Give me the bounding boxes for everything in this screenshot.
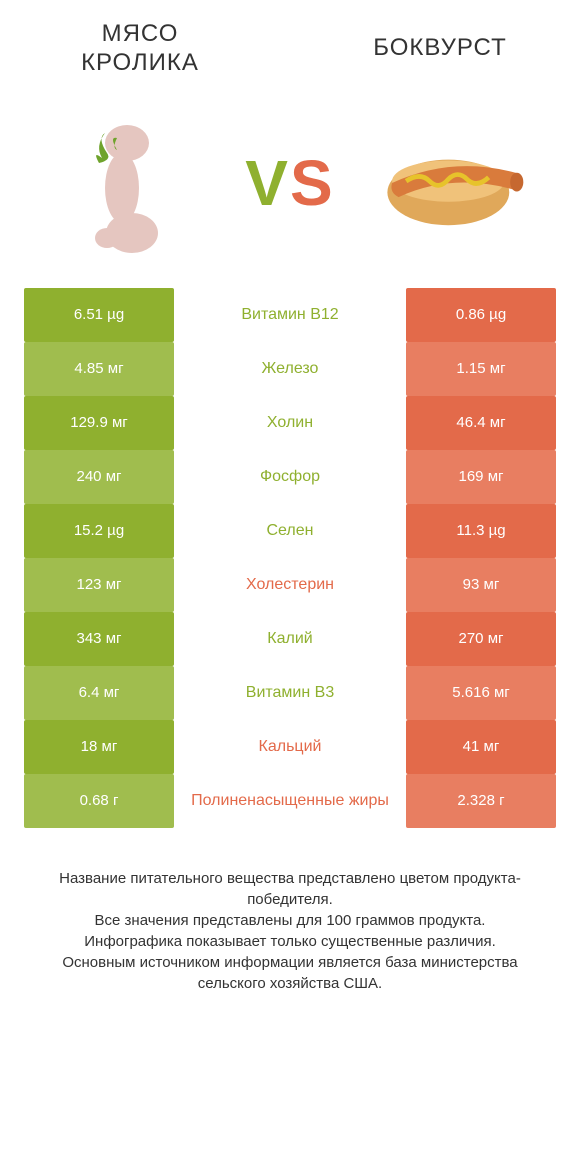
left-value-cell: 240 мг <box>24 450 174 504</box>
table-row: 4.85 мгЖелезо1.15 мг <box>24 342 556 396</box>
left-value-cell: 343 мг <box>24 612 174 666</box>
table-row: 129.9 мгХолин46.4 мг <box>24 396 556 450</box>
vs-label: VS <box>245 146 334 220</box>
table-row: 240 мгФосфор169 мг <box>24 450 556 504</box>
nutrient-table: 6.51 µgВитамин B120.86 µg4.85 мгЖелезо1.… <box>0 288 580 828</box>
table-row: 6.51 µgВитамин B120.86 µg <box>24 288 556 342</box>
nutrient-name-cell: Железо <box>180 342 400 396</box>
nutrient-name-cell: Витамин B3 <box>180 666 400 720</box>
right-value-cell: 41 мг <box>406 720 556 774</box>
table-row: 15.2 µgСелен11.3 µg <box>24 504 556 558</box>
nutrient-name-cell: Холин <box>180 396 400 450</box>
right-value-cell: 1.15 мг <box>406 342 556 396</box>
left-value-cell: 18 мг <box>24 720 174 774</box>
left-product-title-wrap: МЯСО КРОЛИКА <box>40 20 240 78</box>
table-row: 343 мгКалий270 мг <box>24 612 556 666</box>
bockwurst-icon <box>378 123 528 243</box>
rabbit-meat-icon <box>67 108 187 258</box>
left-value-cell: 6.51 µg <box>24 288 174 342</box>
right-value-cell: 93 мг <box>406 558 556 612</box>
images-row: VS <box>0 88 580 288</box>
right-product-title-wrap: БОКВУРСТ <box>340 20 540 78</box>
table-row: 0.68 гПолиненасыщенные жиры2.328 г <box>24 774 556 828</box>
vs-s: S <box>290 147 335 219</box>
nutrient-name-cell: Калий <box>180 612 400 666</box>
left-value-cell: 4.85 мг <box>24 342 174 396</box>
nutrient-name-cell: Фосфор <box>180 450 400 504</box>
left-product-image <box>52 108 202 258</box>
left-product-title: МЯСО КРОЛИКА <box>40 20 240 78</box>
right-value-cell: 46.4 мг <box>406 396 556 450</box>
right-value-cell: 270 мг <box>406 612 556 666</box>
table-row: 123 мгХолестерин93 мг <box>24 558 556 612</box>
nutrient-name-cell: Холестерин <box>180 558 400 612</box>
footer-line-4: Основным источником информации является … <box>30 952 550 994</box>
right-product-image <box>378 108 528 258</box>
left-value-cell: 129.9 мг <box>24 396 174 450</box>
nutrient-name-cell: Полиненасыщенные жиры <box>180 774 400 828</box>
header: МЯСО КРОЛИКА БОКВУРСТ <box>0 0 580 88</box>
left-value-cell: 123 мг <box>24 558 174 612</box>
nutrient-name-cell: Селен <box>180 504 400 558</box>
right-product-title: БОКВУРСТ <box>340 34 540 63</box>
vs-v: V <box>245 147 290 219</box>
left-value-cell: 0.68 г <box>24 774 174 828</box>
right-value-cell: 2.328 г <box>406 774 556 828</box>
footer-line-3: Инфографика показывает только существенн… <box>30 931 550 952</box>
footer-notes: Название питательного вещества представл… <box>0 828 580 1014</box>
left-value-cell: 15.2 µg <box>24 504 174 558</box>
table-row: 6.4 мгВитамин B35.616 мг <box>24 666 556 720</box>
footer-line-1: Название питательного вещества представл… <box>30 868 550 910</box>
right-value-cell: 5.616 мг <box>406 666 556 720</box>
right-value-cell: 169 мг <box>406 450 556 504</box>
nutrient-name-cell: Кальций <box>180 720 400 774</box>
right-value-cell: 0.86 µg <box>406 288 556 342</box>
footer-line-2: Все значения представлены для 100 граммо… <box>30 910 550 931</box>
left-value-cell: 6.4 мг <box>24 666 174 720</box>
table-row: 18 мгКальций41 мг <box>24 720 556 774</box>
nutrient-name-cell: Витамин B12 <box>180 288 400 342</box>
right-value-cell: 11.3 µg <box>406 504 556 558</box>
